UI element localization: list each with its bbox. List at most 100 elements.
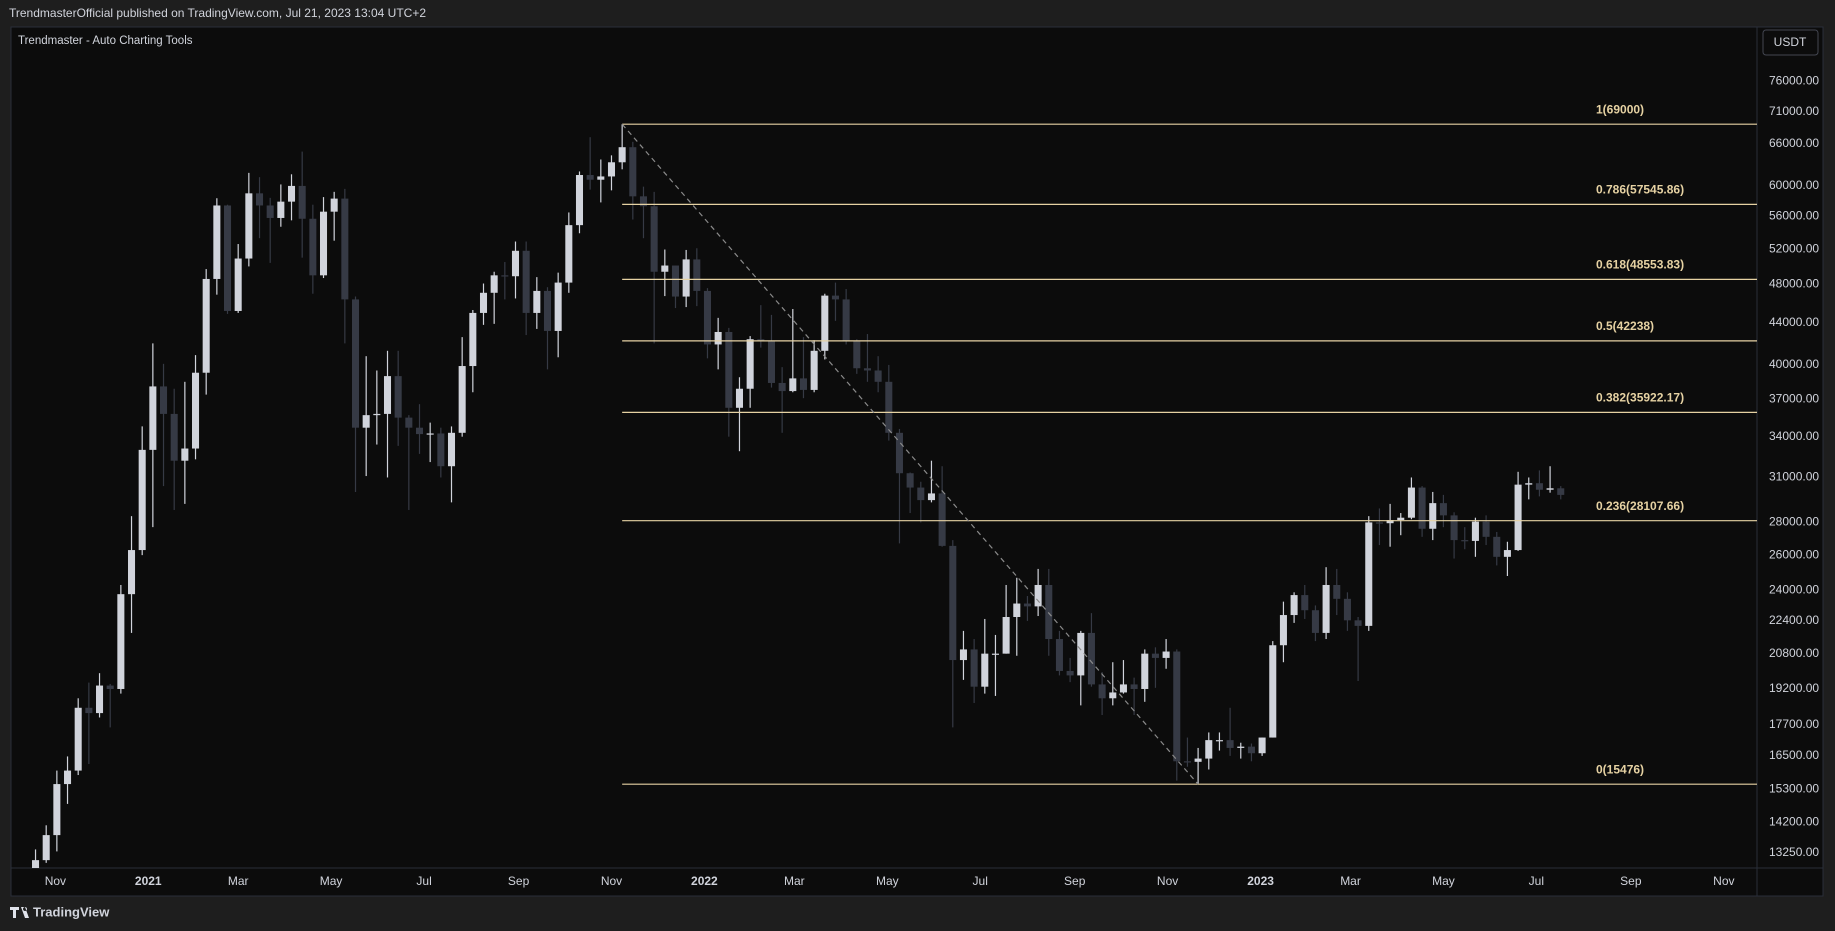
candle-body: [1183, 761, 1191, 763]
indicator-name: Trendmaster - Auto Charting Tools: [18, 35, 193, 47]
candle-body: [128, 550, 136, 595]
candle-body: [554, 282, 562, 331]
candle-body: [1503, 550, 1511, 557]
x-tick-label: Jul: [973, 874, 988, 888]
candle-body: [725, 331, 733, 408]
candle-body: [586, 175, 594, 180]
candle-body: [373, 413, 381, 416]
candle-body: [287, 185, 296, 202]
candle-body: [853, 341, 861, 369]
candle-body: [789, 378, 797, 392]
y-tick-label: 20800.00: [1769, 646, 1819, 660]
candle-body: [821, 295, 829, 351]
candle-body: [991, 653, 999, 655]
y-tick-label: 71000.00: [1769, 104, 1819, 118]
y-tick-label: 22400.00: [1769, 613, 1819, 627]
candle-body: [1258, 737, 1266, 754]
currency[interactable]: USDT: [1774, 35, 1807, 49]
candle-body: [1194, 758, 1202, 762]
candle-body: [714, 331, 722, 345]
candle-body: [351, 299, 360, 428]
candle-body: [1002, 617, 1010, 654]
y-tick-label: 14200.00: [1769, 814, 1819, 828]
candle-body: [917, 487, 925, 501]
candle-body: [1343, 598, 1351, 621]
candle-body: [650, 206, 658, 272]
candle-body: [223, 205, 232, 311]
candle-body: [575, 175, 584, 226]
y-tick-label: 15300.00: [1769, 781, 1819, 795]
candle-body: [1450, 515, 1458, 541]
candle-body: [1311, 610, 1319, 633]
candle-body: [501, 275, 509, 277]
candle-body: [245, 193, 253, 259]
candle-body: [1013, 603, 1021, 618]
y-tick-label: 66000.00: [1769, 136, 1819, 150]
x-tick-label: 2022: [691, 874, 718, 888]
candle-body: [1066, 670, 1074, 676]
candle-body: [1546, 488, 1554, 490]
candle-body: [522, 250, 530, 313]
y-tick-label: 56000.00: [1769, 209, 1819, 223]
candle-body: [927, 493, 935, 501]
candle-body: [1077, 632, 1085, 676]
candle-body: [757, 339, 765, 342]
x-tick-label: Nov: [45, 874, 66, 888]
y-tick-label: 17700.00: [1769, 717, 1819, 731]
candle-body: [1301, 595, 1309, 611]
fib-label: 0.618(48553.83): [1596, 258, 1684, 272]
candle-body: [437, 433, 445, 467]
candle-body: [1215, 740, 1223, 742]
y-tick-label: 24000.00: [1769, 583, 1819, 597]
candle-body: [1087, 632, 1095, 685]
fib-label: 0.236(28107.66): [1596, 499, 1684, 513]
candle-body: [1482, 521, 1490, 537]
x-tick-label: Nov: [601, 874, 622, 888]
candle-body: [1322, 584, 1330, 633]
candle-body: [479, 292, 488, 313]
x-tick-label: Sep: [1620, 874, 1642, 888]
candle-body: [1365, 522, 1373, 626]
candle-body: [895, 432, 903, 474]
fib-label: 0.5(42238): [1596, 319, 1654, 333]
y-tick-label: 48000.00: [1769, 277, 1819, 291]
candle-body: [341, 198, 349, 300]
candle-body: [469, 312, 477, 367]
candle-body: [362, 415, 370, 428]
candle-body: [767, 341, 775, 383]
x-tick-label: Mar: [228, 874, 249, 888]
candle-body: [703, 290, 711, 345]
x-tick-label: Mar: [1340, 874, 1361, 888]
x-tick-label: Jul: [416, 874, 431, 888]
candle-body: [490, 275, 498, 293]
candle-body: [117, 594, 125, 689]
x-tick-label: 2021: [135, 874, 162, 888]
candle-body: [661, 265, 669, 272]
candle-body: [266, 205, 274, 218]
candle-body: [1045, 584, 1053, 640]
candle-body: [1525, 483, 1533, 485]
candle-body: [1247, 746, 1255, 754]
y-tick-label: 13250.00: [1769, 845, 1819, 859]
candle-body: [1141, 653, 1149, 689]
y-tick-label: 44000.00: [1769, 315, 1819, 329]
candle-body: [191, 372, 200, 449]
candle-body: [1439, 503, 1447, 516]
candle-body: [394, 376, 402, 418]
candle-body: [1098, 684, 1106, 699]
candle-body: [1173, 651, 1181, 762]
candle-body: [138, 449, 146, 551]
candle-body: [885, 381, 893, 433]
candle-body: [618, 147, 626, 163]
candle-body: [682, 259, 690, 297]
candle-body: [1109, 692, 1117, 699]
fib-trend-line: [621, 123, 1199, 785]
candle-body: [938, 493, 946, 546]
candle-body: [53, 784, 61, 836]
currency-box[interactable]: [1762, 29, 1819, 56]
candle-body: [629, 147, 637, 197]
y-tick-label: 52000.00: [1769, 241, 1819, 255]
candle-body: [874, 370, 882, 382]
